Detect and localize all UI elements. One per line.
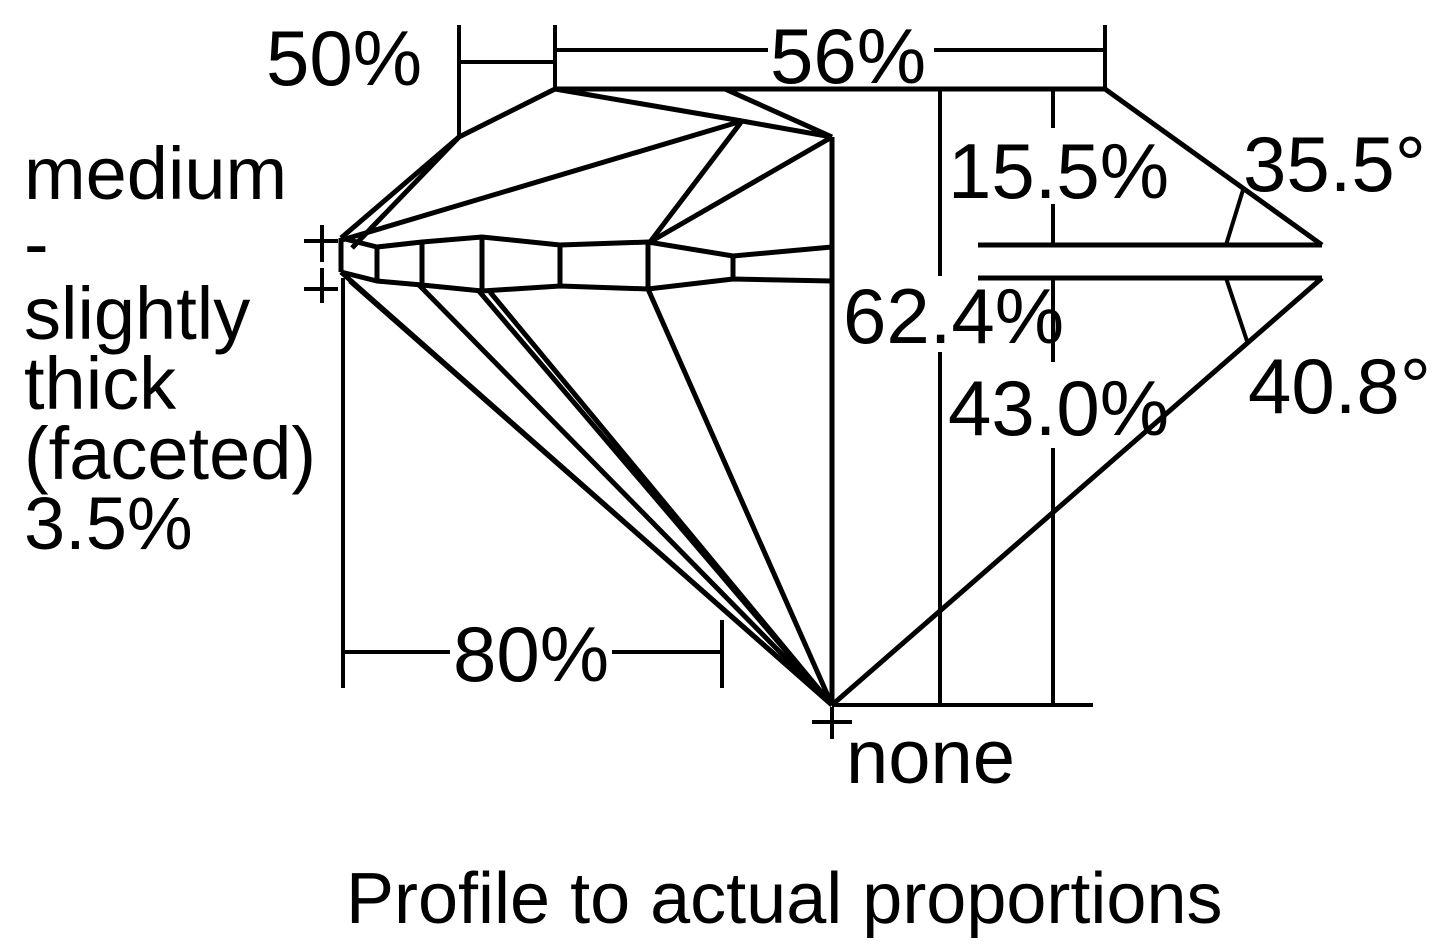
crown-angle-label: 35.5° xyxy=(1243,120,1427,208)
girdle-description-line: slightly xyxy=(24,272,251,355)
dimension-lines xyxy=(341,25,1107,707)
crown-height-label: 15.5% xyxy=(948,127,1170,215)
pavilion-depth-label: 43.0% xyxy=(948,364,1170,452)
diagram-title: Profile to actual proportions xyxy=(346,859,1223,939)
angle-arc-marks xyxy=(1224,189,1249,342)
girdle-description-line: (faceted) xyxy=(24,412,317,495)
total-depth-label: 62.4% xyxy=(843,272,1065,360)
pavilion-angle-label: 40.8° xyxy=(1248,342,1432,430)
lower-girdle-label: 80% xyxy=(453,610,610,698)
crown-facets xyxy=(339,86,1324,705)
girdle-description-line: thick xyxy=(24,342,177,425)
table-size-label: 56% xyxy=(770,12,927,100)
star-length-label: 50% xyxy=(266,14,423,102)
girdle-description-line: - xyxy=(24,202,49,285)
pavilion-facets xyxy=(339,270,1324,707)
girdle-thickness-ticks xyxy=(304,225,338,303)
girdle-band xyxy=(338,234,1322,294)
girdle-description-label: medium - slightly thick (faceted) 3.5% xyxy=(24,132,317,565)
culet-tick xyxy=(812,707,852,739)
girdle-description-line: medium xyxy=(24,132,288,215)
girdle-description-line: 3.5% xyxy=(24,482,193,565)
culet-label: none xyxy=(846,715,1016,800)
